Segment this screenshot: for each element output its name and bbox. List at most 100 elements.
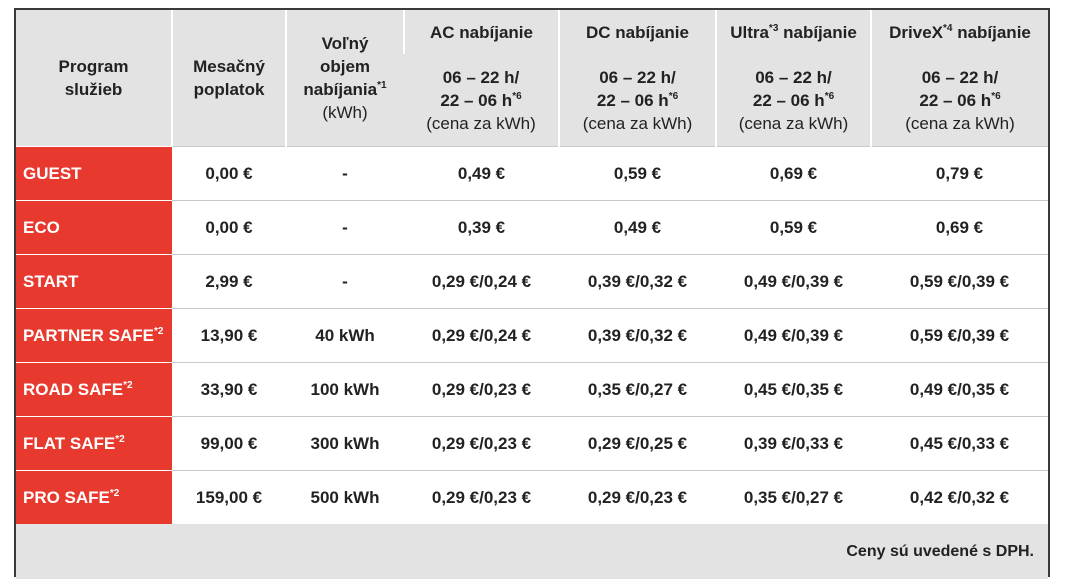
- program-name: PRO SAFE*2: [16, 470, 172, 524]
- price-cell: 0,39 €/0,33 €: [716, 416, 871, 471]
- price-cell: 0,59 €/0,39 €: [871, 254, 1048, 309]
- price-cell: 0,39 €/0,32 €: [559, 254, 716, 309]
- monthly-fee: 99,00 €: [172, 416, 286, 471]
- header-text: služieb: [64, 80, 123, 99]
- program-name: PARTNER SAFE*2: [16, 308, 172, 363]
- free-volume: 300 kWh: [286, 416, 404, 471]
- price-cell: 0,45 €/0,33 €: [871, 416, 1048, 471]
- price-cell: 0,35 €/0,27 €: [716, 470, 871, 524]
- price-table: Program služieb Mesačný poplatok Voľný obje…: [16, 10, 1048, 524]
- footnote-mark: *4: [943, 22, 953, 34]
- header-text: Program: [58, 57, 129, 76]
- price-cell: 0,49 €/0,39 €: [716, 254, 871, 309]
- price-cell: 0,69 €: [871, 200, 1048, 255]
- free-volume: -: [286, 200, 404, 255]
- header-unit: (kWh): [322, 103, 368, 122]
- price-cell: 0,59 €: [559, 146, 716, 201]
- price-cell: 0,49 €: [559, 200, 716, 255]
- price-cell: 0,29 €/0,23 €: [559, 470, 716, 524]
- price-cell: 0,59 €: [716, 200, 871, 255]
- group-name: Ultra: [730, 22, 769, 42]
- program-label: START: [23, 272, 79, 291]
- header-text: Mesačný: [193, 57, 265, 76]
- price-cell: 0,79 €: [871, 146, 1048, 201]
- time-line: 06 – 22 h/: [755, 67, 832, 87]
- price-cell: 0,59 €/0,39 €: [871, 308, 1048, 363]
- footnote-mark: *6: [824, 90, 835, 102]
- group-name: DriveX: [889, 22, 943, 42]
- footer-note: Ceny sú uvedené s DPH.: [16, 524, 1048, 579]
- monthly-fee: 13,90 €: [172, 308, 286, 363]
- group-header: Ultra*3 nabíjanie: [715, 10, 871, 54]
- footnote-mark: *6: [991, 90, 1001, 102]
- monthly-fee: 33,90 €: [172, 362, 286, 417]
- price-cell: 0,35 €/0,27 €: [559, 362, 716, 417]
- group-name-suffix: nabíjanie: [783, 22, 857, 42]
- free-volume: 40 kWh: [286, 308, 404, 363]
- program-label: PARTNER SAFE: [23, 326, 154, 345]
- time-header: 06 – 22 h/22 – 06 h*6 (cena za kWh): [870, 54, 1048, 147]
- price-cell: 0,29 €/0,23 €: [404, 470, 559, 524]
- header-text: poplatok: [193, 80, 265, 99]
- time-header: 06 – 22 h/22 – 06 h*6 (cena za kWh): [558, 54, 716, 147]
- time-header: 06 – 22 h/22 – 06 h*6 (cena za kWh): [715, 54, 871, 147]
- group-header: AC nabíjanie: [403, 10, 559, 54]
- free-volume: -: [286, 146, 404, 201]
- price-cell: 0,29 €/0,24 €: [404, 254, 559, 309]
- price-unit: (cena za kWh): [582, 113, 693, 133]
- footnote-mark: *2: [153, 326, 164, 337]
- footnote-mark: *6: [512, 90, 522, 102]
- program-label: ROAD SAFE: [23, 380, 124, 399]
- group-header: DC nabíjanie: [558, 10, 716, 54]
- time-line: 22 – 06 h: [596, 90, 669, 110]
- time-line: 06 – 22 h/: [442, 67, 520, 87]
- footnote-mark: *2: [123, 380, 133, 391]
- table-row: ROAD SAFE*2 33,90 €100 kWh 0,29 €/0,23 €0,…: [16, 362, 1048, 417]
- table-row: START 2,99 € -0,29 €/0,24 €0,39 €/0,32 €0,…: [16, 254, 1048, 309]
- price-cell: 0,29 €/0,24 €: [404, 308, 559, 363]
- price-unit: (cena za kWh): [738, 113, 849, 133]
- price-cell: 0,49 €/0,39 €: [716, 308, 871, 363]
- table-row: PARTNER SAFE*2 13,90 €40 kWh 0,29 €/0,24 €…: [16, 308, 1048, 363]
- header-text: objem: [319, 57, 371, 76]
- monthly-fee: 0,00 €: [172, 146, 286, 201]
- footnote-mark: *2: [109, 488, 120, 499]
- table-row: GUEST 0,00 € -0,49 €0,59 €0,69 €0,79 €: [16, 146, 1048, 201]
- price-unit: (cena za kWh): [426, 113, 536, 133]
- program-label: PRO SAFE: [23, 488, 110, 507]
- free-volume: 500 kWh: [286, 470, 404, 524]
- table-row: FLAT SAFE*2 99,00 €300 kWh 0,29 €/0,23 €0,…: [16, 416, 1048, 471]
- footnote-mark: *2: [115, 434, 125, 445]
- price-cell: 0,45 €/0,35 €: [716, 362, 871, 417]
- header-text: nabíjania: [303, 80, 378, 99]
- footnote-mark: *6: [668, 90, 679, 102]
- price-cell: 0,49 €/0,35 €: [871, 362, 1048, 417]
- group-name: AC nabíjanie: [430, 22, 533, 42]
- monthly-fee: 2,99 €: [172, 254, 286, 309]
- header-cell: Program služieb: [16, 10, 172, 147]
- time-line: 22 – 06 h: [752, 90, 825, 110]
- time-line: 06 – 22 h/: [599, 67, 676, 87]
- program-name: ECO: [16, 200, 172, 255]
- table-row: PRO SAFE*2 159,00 €500 kWh 0,29 €/0,23 €0,…: [16, 470, 1048, 524]
- header-cell: Mesačný poplatok: [171, 10, 286, 147]
- price-cell: 0,69 €: [716, 146, 871, 201]
- group-name: DC nabíjanie: [586, 22, 689, 42]
- monthly-fee: 0,00 €: [172, 200, 286, 255]
- program-name: GUEST: [16, 146, 172, 201]
- price-cell: 0,29 €/0,23 €: [404, 416, 559, 471]
- group-name-suffix: nabíjanie: [957, 22, 1031, 42]
- monthly-fee: 159,00 €: [172, 470, 286, 524]
- program-label: GUEST: [23, 164, 82, 183]
- table-row: ECO 0,00 € -0,39 €0,49 €0,59 €0,69 €: [16, 200, 1048, 255]
- time-line: 22 – 06 h: [440, 90, 513, 110]
- price-cell: 0,42 €/0,32 €: [871, 470, 1048, 524]
- program-label: ECO: [23, 218, 60, 237]
- program-name: START: [16, 254, 172, 309]
- footnote-mark: *3: [768, 22, 779, 34]
- header-cell: Voľný objem nabíjania*1 (kWh): [285, 10, 404, 147]
- price-cell: 0,29 €/0,25 €: [559, 416, 716, 471]
- free-volume: -: [286, 254, 404, 309]
- time-line: 06 – 22 h/: [921, 67, 999, 87]
